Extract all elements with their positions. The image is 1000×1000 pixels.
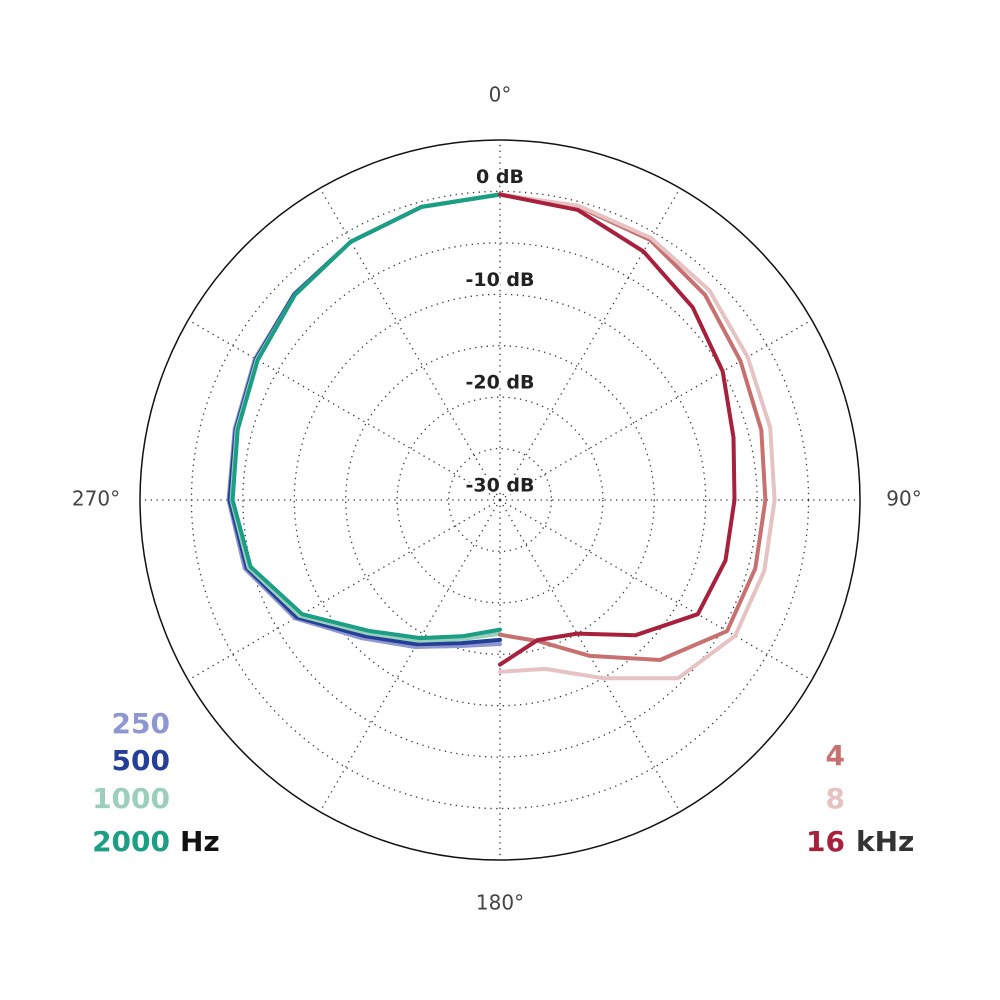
legend-label: 2000 [92, 825, 170, 858]
radial-grid-line [187, 319, 501, 501]
ring-label: -20 dB [465, 372, 534, 394]
ring-grid-line [447, 447, 553, 553]
angle-label: 180° [476, 891, 524, 915]
angle-label: 90° [886, 487, 921, 511]
radial-grid-line [319, 187, 501, 501]
angle-label: 0° [489, 83, 512, 107]
ring-label: -30 dB [465, 475, 534, 497]
ring-label: 0 dB [476, 166, 524, 188]
angle-label: 270° [72, 487, 120, 511]
ring-grid-line [242, 242, 758, 758]
legend-label: 4 [826, 739, 845, 772]
legend-label: 16 [806, 825, 845, 858]
legend-label: 8 [826, 782, 845, 815]
series-line [227, 192, 502, 647]
ring-label: -10 dB [465, 269, 534, 291]
radial-grid-line [499, 187, 681, 501]
ring-grid-line [396, 396, 604, 604]
radial-grid-line [499, 499, 813, 681]
ring-grid-line [345, 345, 655, 655]
legend-label: 1000 [92, 782, 170, 815]
series-line [498, 192, 777, 681]
ring-grid-line [190, 190, 810, 810]
series-line [230, 192, 502, 641]
radial-grid-line [187, 499, 501, 681]
legend-label: 500 [112, 744, 170, 777]
ring-grid-line [293, 293, 707, 707]
series-line [498, 192, 737, 667]
radial-grid-line [499, 319, 813, 501]
legend-unit: kHz [856, 825, 914, 858]
legend-label: 250 [112, 707, 170, 740]
radial-grid-line [319, 499, 501, 813]
legend-unit: Hz [180, 825, 220, 858]
series-line [498, 192, 768, 662]
series-line [229, 192, 502, 643]
